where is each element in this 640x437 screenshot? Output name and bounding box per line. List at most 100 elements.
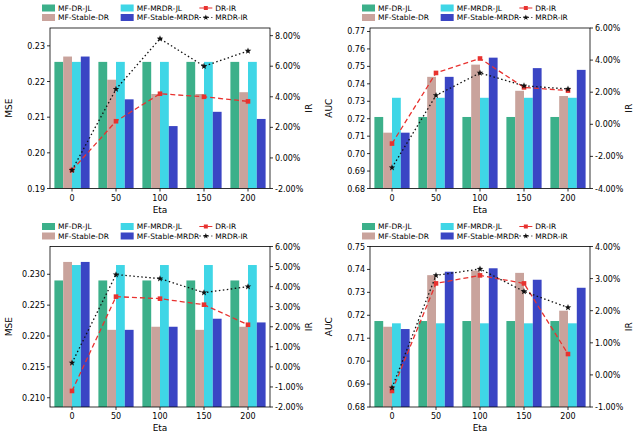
legend-swatch (42, 14, 55, 21)
legend-label: MRDR-IR (215, 13, 248, 22)
tick (72, 189, 73, 192)
tick-label: 4.00% (275, 93, 301, 102)
bar (186, 280, 195, 407)
point (521, 288, 528, 294)
tick (590, 28, 593, 29)
tick-label: 0.72 (347, 311, 365, 320)
point (389, 164, 396, 170)
legend-label: MF-Stable-MRDR (137, 232, 200, 241)
bar (418, 117, 427, 189)
tick (47, 188, 50, 189)
tick-label: 0.69 (347, 380, 365, 389)
tick-label: 150 (196, 194, 211, 203)
tick (248, 407, 249, 410)
tick (524, 407, 525, 410)
line (392, 275, 568, 391)
tick-label: 0.71 (347, 132, 365, 141)
axis-label: IR (304, 322, 314, 331)
bar (54, 62, 63, 189)
tick-label: 0.220 (22, 332, 45, 341)
point (478, 273, 483, 278)
tick (367, 118, 370, 119)
point (434, 281, 439, 286)
tick-label: 100 (152, 194, 167, 203)
bar (568, 323, 577, 407)
tick-label: 200 (560, 194, 575, 203)
point (433, 272, 440, 278)
panel: 0.680.690.700.710.720.730.740.75-1.00%0.… (324, 222, 634, 433)
tick-label: 2.00% (595, 88, 621, 97)
legend-swatch (441, 223, 454, 230)
legend-label: MF-DR-JL (378, 222, 413, 231)
panel: 0.680.690.700.710.720.730.740.750.760.77… (324, 4, 634, 215)
tick-label: 2.00% (275, 123, 301, 132)
tick-label: 2.00% (595, 307, 621, 316)
axis-label: IR (304, 104, 314, 113)
bar (125, 330, 134, 407)
tick (367, 83, 370, 84)
tick (590, 156, 593, 157)
frame (370, 247, 590, 408)
tick (590, 124, 593, 125)
tick-label: 0 (389, 412, 394, 421)
tick (270, 96, 273, 97)
tick-label: -1.00% (275, 383, 304, 392)
point (522, 281, 527, 286)
bar (63, 262, 72, 407)
tick (367, 361, 370, 362)
line (392, 59, 568, 144)
point (157, 35, 164, 41)
legend-label: MF-MRDR-JL (457, 4, 503, 13)
tick (367, 136, 370, 137)
bar (239, 327, 248, 407)
bar (160, 62, 169, 189)
bar (116, 62, 125, 189)
frame (50, 28, 270, 189)
tick-label: 0.74 (347, 265, 365, 274)
tick (270, 386, 273, 387)
tick-label: 0.75 (347, 243, 365, 252)
bar (230, 62, 239, 189)
bar (257, 322, 266, 407)
axis-label: IR (624, 104, 634, 113)
bar (436, 98, 445, 189)
legend-swatch (42, 233, 55, 240)
tick (367, 31, 370, 32)
bar (568, 98, 577, 189)
bar (577, 288, 586, 407)
tick (248, 189, 249, 192)
line (72, 39, 248, 170)
tick (590, 60, 593, 61)
tick-label: 0.70 (347, 150, 365, 159)
bar (480, 323, 489, 407)
legend-swatch (42, 223, 55, 230)
point (565, 304, 572, 310)
bar (427, 77, 436, 189)
panel: 0.190.200.210.220.23-2.00%0.00%2.00%4.00… (4, 4, 314, 215)
bar (151, 327, 160, 407)
bar (116, 265, 125, 407)
bar (480, 98, 489, 189)
tick (47, 81, 50, 82)
bar (257, 119, 266, 189)
tick-label: 0.19 (27, 185, 45, 194)
tick (590, 407, 593, 408)
tick (72, 407, 73, 410)
line (72, 275, 248, 363)
tick-label: 6.00% (275, 62, 301, 71)
axis-label: AUC (324, 99, 334, 118)
bar (462, 321, 471, 407)
legend-label: MF-Stable-DR (58, 232, 109, 241)
tick (270, 35, 273, 36)
frame (370, 28, 590, 189)
point (477, 69, 484, 75)
bar (142, 280, 151, 407)
bar (169, 327, 178, 407)
axis-label: Eta (473, 205, 488, 215)
legend-swatch (121, 223, 134, 230)
tick (367, 101, 370, 102)
legend: MF-DR-JLMF-Stable-DRMF-MRDR-JLMF-Stable-… (42, 222, 248, 241)
bar (489, 268, 498, 407)
legend-marker (523, 233, 529, 238)
bar (374, 321, 383, 407)
